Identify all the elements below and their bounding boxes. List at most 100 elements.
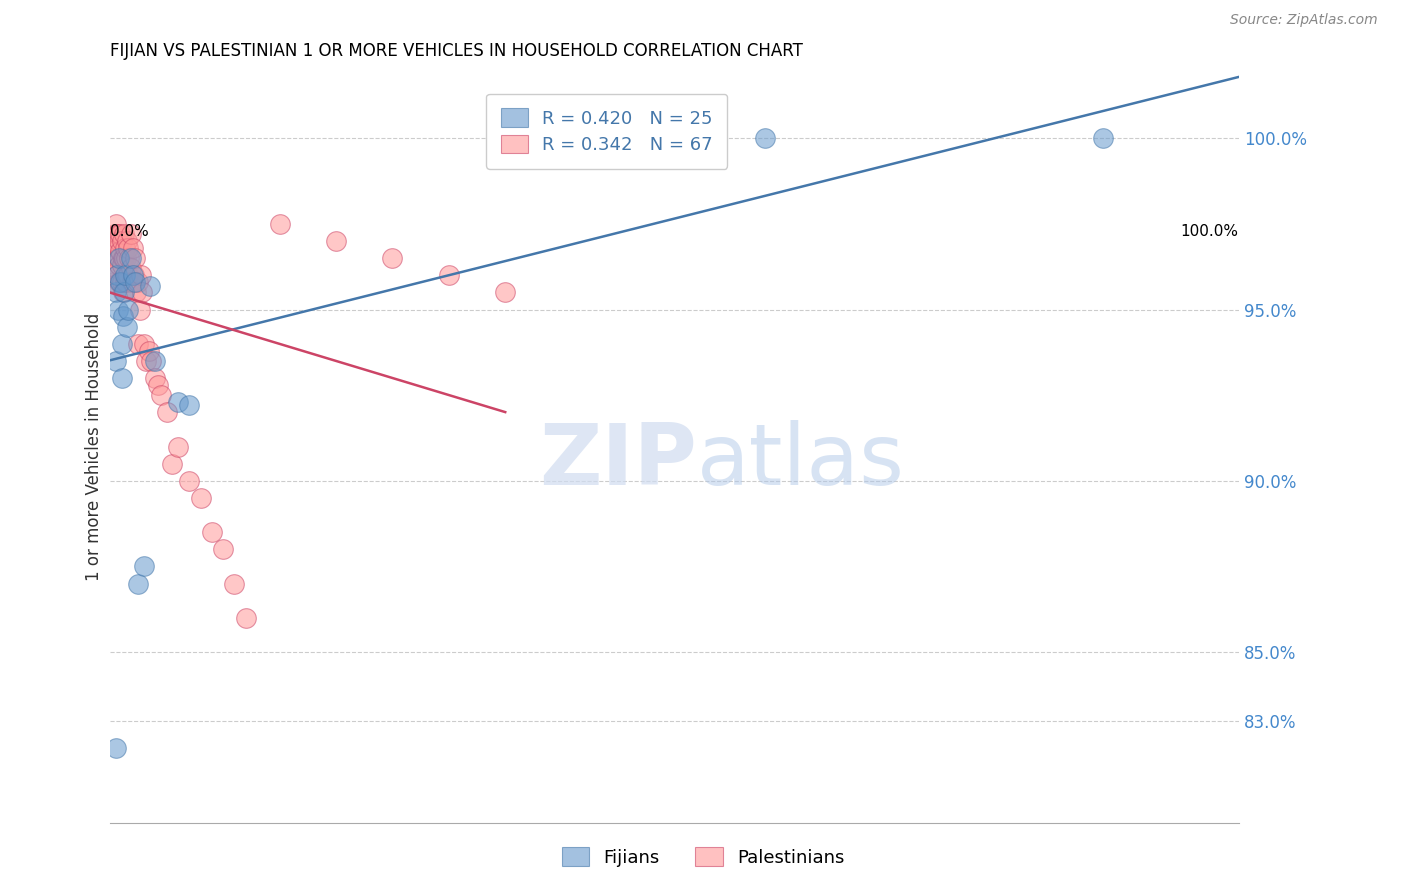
Point (108, 234, 131, 248)
Point (110, 336, 132, 351)
Point (167, 395, 190, 409)
Point (114, 268, 136, 283)
Point (139, 278, 162, 293)
Point (117, 241, 139, 255)
Point (437, 268, 460, 283)
Text: ZIP: ZIP (540, 420, 697, 503)
Point (111, 285, 134, 300)
Point (121, 268, 143, 283)
Point (162, 457, 184, 471)
Text: FIJIAN VS PALESTINIAN 1 OR MORE VEHICLES IN HOUSEHOLD CORRELATION CHART: FIJIAN VS PALESTINIAN 1 OR MORE VEHICLES… (110, 42, 803, 60)
Point (120, 261, 142, 276)
Point (127, 275, 149, 289)
Point (104, 227, 127, 241)
Point (139, 354, 162, 368)
Point (1092, 131, 1115, 145)
Point (105, 268, 128, 283)
Point (108, 275, 131, 289)
Point (122, 268, 145, 283)
Point (108, 251, 131, 265)
Point (103, 275, 125, 289)
Point (107, 302, 129, 317)
Point (110, 244, 132, 259)
Point (112, 227, 135, 241)
Point (131, 285, 153, 300)
Point (494, 285, 516, 300)
Point (754, 131, 776, 145)
Point (156, 405, 179, 419)
Point (114, 241, 136, 255)
Point (115, 275, 138, 289)
Point (104, 248, 127, 262)
Text: atlas: atlas (697, 420, 905, 503)
Point (129, 268, 152, 283)
Legend: Fijians, Palestinians: Fijians, Palestinians (554, 840, 852, 874)
Legend: R = 0.420   N = 25, R = 0.342   N = 67: R = 0.420 N = 25, R = 0.342 N = 67 (486, 94, 727, 169)
Text: 0.0%: 0.0% (110, 224, 149, 239)
Point (118, 251, 141, 265)
Point (110, 371, 132, 385)
Point (110, 258, 132, 272)
Point (224, 576, 246, 591)
Point (120, 227, 142, 241)
Point (104, 261, 127, 276)
Point (146, 377, 169, 392)
Point (117, 268, 139, 283)
Point (104, 241, 127, 255)
Point (110, 234, 132, 248)
Point (107, 251, 129, 265)
Point (235, 611, 257, 625)
Point (104, 285, 127, 300)
Point (179, 474, 201, 488)
Point (105, 227, 128, 241)
Point (124, 251, 146, 265)
Point (115, 319, 138, 334)
Y-axis label: 1 or more Vehicles in Household: 1 or more Vehicles in Household (86, 312, 103, 581)
Point (325, 234, 347, 248)
Point (107, 227, 129, 241)
Text: 100.0%: 100.0% (1181, 224, 1239, 239)
Point (121, 275, 143, 289)
Point (381, 251, 404, 265)
Point (135, 354, 157, 368)
Point (125, 285, 148, 300)
Point (132, 559, 155, 574)
Point (105, 268, 128, 283)
Point (112, 285, 135, 300)
Point (111, 310, 134, 324)
Point (190, 491, 212, 505)
Point (115, 251, 138, 265)
Point (115, 234, 138, 248)
Point (107, 241, 129, 255)
Point (108, 258, 131, 272)
Point (115, 268, 138, 283)
Text: Source: ZipAtlas.com: Source: ZipAtlas.com (1230, 13, 1378, 28)
Point (110, 227, 132, 241)
Point (132, 336, 155, 351)
Point (127, 336, 149, 351)
Point (145, 371, 167, 385)
Point (145, 354, 167, 368)
Point (124, 275, 146, 289)
Point (104, 354, 127, 368)
Point (212, 542, 235, 557)
Point (167, 440, 190, 454)
Point (114, 275, 136, 289)
Point (127, 576, 149, 591)
Point (179, 399, 201, 413)
Point (105, 251, 128, 265)
Point (117, 302, 139, 317)
Point (150, 388, 173, 402)
Point (121, 241, 143, 255)
Point (111, 251, 134, 265)
Point (201, 525, 224, 540)
Point (104, 741, 127, 756)
Point (104, 217, 127, 231)
Point (110, 275, 132, 289)
Point (128, 302, 150, 317)
Point (112, 251, 135, 265)
Point (121, 275, 143, 289)
Point (120, 251, 142, 265)
Point (138, 343, 160, 358)
Point (110, 275, 132, 289)
